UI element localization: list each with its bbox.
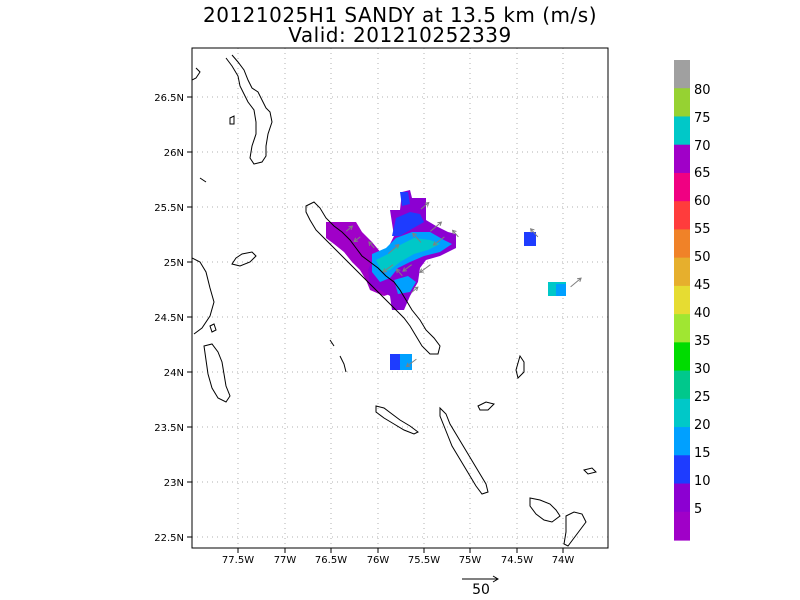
wind-vector — [402, 264, 412, 272]
colorbar-swatch — [674, 257, 690, 287]
latitude-labels: 26.5N 26N 25.5N 25N 24.5N 24N 23.5N 23N … — [154, 93, 184, 544]
lon-tick-label: 77.5W — [222, 555, 254, 566]
wind-vector — [368, 241, 375, 249]
wind-vector — [395, 268, 403, 277]
lat-tick-label: 23N — [164, 478, 184, 489]
reference-vector-arrow — [462, 575, 499, 583]
wind-vector — [430, 221, 443, 232]
lon-tick-label: 75.5W — [408, 555, 440, 566]
coastlines — [192, 54, 597, 547]
lon-tick-label: 74W — [552, 555, 575, 566]
lon-tick-label: 76W — [367, 555, 390, 566]
colorbar-swatch — [674, 88, 690, 118]
colorbar-label: 60 — [694, 194, 711, 209]
colorbar-swatch — [674, 285, 690, 315]
colorbar-swatch — [674, 201, 690, 231]
lat-tick-label: 25.5N — [154, 203, 184, 214]
colorbar-swatch — [674, 172, 690, 202]
wind-vector — [345, 225, 354, 232]
colorbar-swatch — [674, 144, 690, 174]
colorbar-label: 75 — [694, 111, 711, 126]
wind-cell-south — [390, 354, 400, 370]
colorbar-label: 50 — [694, 250, 711, 265]
colorbar-swatch — [674, 483, 690, 513]
lat-tick-label: 24.5N — [154, 313, 184, 324]
colorbar-label: 80 — [694, 83, 711, 98]
wind-vector — [419, 264, 431, 273]
wind-vector — [412, 232, 422, 243]
colorbar-swatch — [674, 229, 690, 259]
lat-tick-label: 25N — [164, 258, 184, 269]
lat-tick-label: 22.5N — [154, 533, 184, 544]
wind-vector — [432, 236, 445, 246]
colorbar-swatch — [674, 427, 690, 456]
colorbar-swatch — [674, 455, 690, 485]
colorbar-label: 65 — [694, 166, 711, 181]
lon-tick-label: 75W — [459, 555, 482, 566]
colorbar-swatch — [674, 342, 690, 372]
colorbar-label: 70 — [694, 139, 711, 154]
colorbar-label: 25 — [694, 390, 711, 405]
map-valid-time: Valid: 201210252339 — [288, 23, 512, 47]
wind-vector — [420, 201, 430, 210]
colorbar-label: 45 — [694, 278, 711, 293]
wind-vector — [382, 264, 394, 273]
wind-cell-east — [556, 284, 566, 296]
wind-vector — [411, 286, 419, 293]
lat-tick-label: 24N — [164, 368, 184, 379]
colorbar — [674, 60, 690, 541]
colorbar-label: 15 — [694, 446, 711, 461]
wind-vector — [570, 277, 582, 288]
wind-region-fast — [376, 238, 440, 272]
wind-vector — [353, 236, 361, 243]
wind-cell-east — [524, 232, 536, 246]
colorbar-labels: 80 75 70 65 60 55 50 45 40 35 30 25 20 1… — [694, 83, 711, 517]
colorbar-swatch — [674, 116, 690, 146]
wind-vector — [529, 228, 539, 238]
lon-tick-label: 74.5W — [501, 555, 533, 566]
reference-vector-label: 50 — [472, 582, 490, 598]
lat-tick-label: 26.5N — [154, 93, 184, 104]
colorbar-swatch — [674, 370, 690, 400]
lat-tick-label: 23.5N — [154, 423, 184, 434]
wind-vector — [387, 244, 400, 254]
lon-tick-label: 76.5W — [315, 555, 347, 566]
wind-region-fast — [392, 212, 424, 236]
colorbar-label: 55 — [694, 222, 711, 237]
colorbar-swatch — [674, 511, 690, 541]
colorbar-swatch — [674, 314, 690, 343]
lon-tick-label: 77W — [274, 555, 297, 566]
axis-ticks — [187, 96, 564, 553]
plot-frame — [191, 47, 609, 549]
wind-vector — [451, 229, 459, 238]
colorbar-swatch — [674, 398, 690, 428]
wind-vectors — [345, 201, 582, 368]
colorbar-label: 30 — [694, 362, 711, 377]
colorbar-label: 10 — [694, 474, 711, 489]
longitude-labels: 77.5W 77W 76.5W 76W 75.5W 75W 74.5W 74W — [222, 555, 574, 566]
map-title: 20121025H1 SANDY at 13.5 km (m/s) — [202, 3, 598, 27]
colorbar-label: 35 — [694, 334, 711, 349]
colorbar-label: 5 — [694, 502, 702, 517]
wind-vector — [405, 358, 417, 368]
colorbar-label: 20 — [694, 418, 711, 433]
colorbar-swatch — [674, 60, 690, 89]
colorbar-label: 40 — [694, 306, 711, 321]
lat-tick-label: 26N — [164, 148, 184, 159]
lat-lon-grid — [192, 48, 608, 548]
wind-region-fast — [400, 192, 410, 206]
